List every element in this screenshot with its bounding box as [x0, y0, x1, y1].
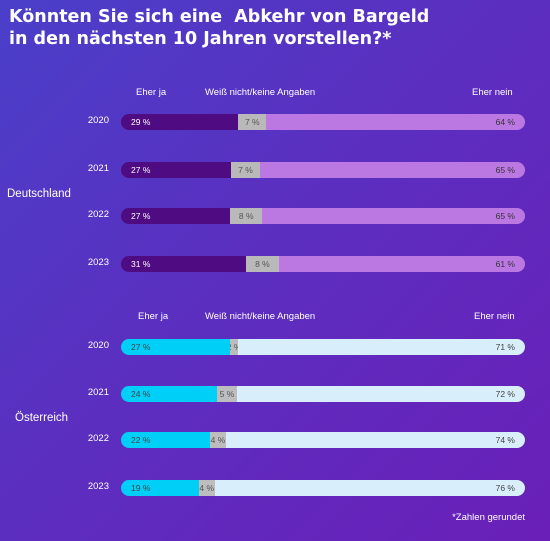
data-label: 8 % — [255, 259, 270, 269]
bar-segment-weiss-nicht: 4 % — [198, 480, 215, 496]
data-label: 19 % — [131, 483, 151, 493]
bar-segment-weiss-nicht: 4 % — [209, 432, 227, 448]
data-label: 72 % — [495, 389, 515, 399]
bar-segment-eher-nein: 71 % — [238, 339, 525, 355]
bar-segment-eher-ja: 27 % — [121, 208, 231, 224]
bar-segment-weiss-nicht: 2 % — [230, 339, 239, 355]
data-label: 7 % — [238, 165, 253, 175]
data-label: 64 % — [495, 117, 515, 127]
bar-segment-eher-nein: 74 % — [226, 432, 525, 448]
data-label: 5 % — [219, 389, 235, 399]
year-label: 2022 — [87, 209, 109, 220]
year-label: 2020 — [87, 115, 109, 126]
year-label: 2021 — [87, 163, 109, 174]
data-label: 31 % — [131, 259, 151, 269]
bar-segment-eher-ja: 29 % — [121, 114, 239, 130]
data-label: 27 % — [131, 342, 151, 352]
bar-segment-eher-ja: 24 % — [121, 386, 217, 402]
stacked-bar-2023: 31 % 8 % 61 % — [121, 256, 525, 272]
stacked-bar-2021: 27 % 7 % 65 % — [121, 162, 525, 178]
bar-segment-weiss-nicht: 7 % — [238, 114, 267, 130]
bar-segment-eher-ja: 31 % — [121, 256, 247, 272]
year-label: 2023 — [87, 481, 109, 492]
data-label: 24 % — [131, 389, 151, 399]
chart-title: Könnten Sie sich eine Abkehr von Bargeld… — [9, 7, 430, 49]
stacked-bar-2020: 29 % 7 % 64 % — [121, 114, 525, 130]
data-label: 65 % — [495, 165, 515, 175]
bar-segment-eher-ja: 27 % — [121, 339, 231, 355]
stacked-bar-2022: 27 % 8 % 65 % — [121, 208, 525, 224]
data-label: 4 % — [199, 483, 215, 493]
bar-segment-eher-nein: 65 % — [259, 162, 525, 178]
bar-segment-eher-nein: 61 % — [278, 256, 525, 272]
data-label: 8 % — [238, 211, 254, 221]
bar-segment-weiss-nicht: 8 % — [230, 208, 263, 224]
data-label: 22 % — [131, 435, 151, 445]
data-label: 2 % — [230, 342, 238, 352]
year-label: 2021 — [87, 387, 109, 398]
stacked-bar-2021: 24 % 5 % 72 % — [121, 386, 525, 402]
data-label: 27 % — [131, 211, 151, 221]
bar-segment-weiss-nicht: 5 % — [217, 386, 237, 402]
footnote: *Zahlen gerundet — [452, 512, 525, 523]
legend-label-eher-ja: Eher ja — [138, 311, 169, 322]
data-label: 7 % — [244, 117, 260, 127]
stacked-bar-2023: 19 % 4 % 76 % — [121, 480, 525, 496]
legend-label-weiss-nicht: Weiß nicht/keine Angaben — [205, 311, 316, 322]
data-label: 29 % — [131, 117, 151, 127]
bar-segment-eher-ja: 22 % — [121, 432, 210, 448]
data-label: 61 % — [495, 259, 515, 269]
data-label: 71 % — [495, 342, 515, 352]
stacked-bar-2020: 27 % 2 % 71 % — [121, 339, 525, 355]
legend-label-eher-nein: Eher nein — [472, 87, 513, 98]
legend-label-weiss-nicht: Weiß nicht/keine Angaben — [205, 87, 316, 98]
bar-segment-eher-nein: 65 % — [262, 208, 525, 224]
data-label: 4 % — [210, 435, 226, 445]
data-label: 27 % — [131, 165, 151, 175]
bar-segment-eher-nein: 72 % — [236, 386, 525, 402]
data-label: 76 % — [495, 483, 515, 493]
country-label: Österreich — [15, 412, 69, 424]
year-label: 2022 — [87, 433, 109, 444]
data-label: 74 % — [495, 435, 515, 445]
legend-label-eher-nein: Eher nein — [474, 311, 515, 322]
bar-segment-weiss-nicht: 7 % — [231, 162, 260, 178]
bar-segment-eher-nein: 64 % — [266, 114, 525, 130]
bar-segment-weiss-nicht: 8 % — [246, 256, 279, 272]
bar-segment-eher-ja: 19 % — [121, 480, 199, 496]
legend-label-eher-ja: Eher ja — [136, 87, 167, 98]
data-label: 65 % — [495, 211, 515, 221]
country-label: Deutschland — [7, 188, 71, 200]
year-label: 2023 — [87, 257, 109, 268]
year-label: 2020 — [87, 340, 109, 351]
bar-segment-eher-ja: 27 % — [121, 162, 232, 178]
bar-segment-eher-nein: 76 % — [214, 480, 525, 496]
stacked-bar-2022: 22 % 4 % 74 % — [121, 432, 525, 448]
